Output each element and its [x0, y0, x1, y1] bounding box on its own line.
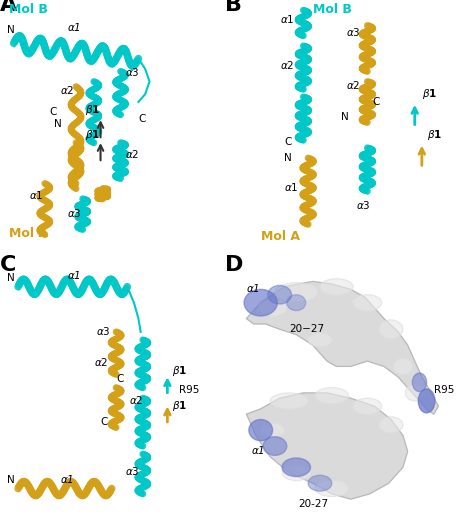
Text: $\alpha$1: $\alpha$1	[67, 21, 81, 32]
Ellipse shape	[268, 286, 292, 304]
Ellipse shape	[379, 320, 403, 339]
Text: $\alpha$1: $\alpha$1	[284, 181, 299, 193]
Text: $\beta$1: $\beta$1	[172, 399, 187, 413]
Ellipse shape	[353, 295, 382, 311]
Ellipse shape	[308, 475, 332, 491]
Text: C: C	[284, 138, 292, 147]
Ellipse shape	[249, 419, 273, 441]
Ellipse shape	[418, 389, 435, 413]
Text: $\alpha$2: $\alpha$2	[346, 79, 360, 91]
Text: $\alpha$2: $\alpha$2	[60, 84, 75, 96]
Text: $\alpha$3: $\alpha$3	[67, 207, 82, 219]
Ellipse shape	[412, 373, 427, 392]
Text: $\alpha$1: $\alpha$1	[60, 473, 74, 485]
Text: D: D	[225, 255, 244, 275]
Text: $\beta$1: $\beta$1	[172, 364, 187, 379]
Ellipse shape	[405, 385, 424, 401]
Text: N: N	[341, 112, 349, 122]
Ellipse shape	[308, 333, 332, 347]
Text: Mol B: Mol B	[313, 3, 352, 16]
Text: $\alpha$3: $\alpha$3	[125, 465, 140, 477]
Text: $\alpha$3: $\alpha$3	[125, 66, 140, 79]
Text: C: C	[0, 255, 17, 275]
Ellipse shape	[258, 300, 287, 316]
Ellipse shape	[275, 282, 318, 301]
Text: Mol A: Mol A	[9, 227, 48, 240]
Text: $\alpha$2: $\alpha$2	[280, 59, 294, 71]
Ellipse shape	[315, 481, 348, 496]
Ellipse shape	[270, 393, 308, 409]
Text: R95: R95	[434, 385, 454, 395]
Text: 20−27: 20−27	[289, 324, 324, 334]
Text: C: C	[116, 374, 124, 384]
Text: R95: R95	[179, 385, 199, 395]
Text: B: B	[225, 0, 242, 15]
Text: $\alpha$1: $\alpha$1	[251, 444, 265, 456]
Ellipse shape	[315, 388, 348, 404]
Ellipse shape	[244, 289, 277, 316]
Text: $\alpha$1: $\alpha$1	[246, 282, 260, 294]
Text: $\beta$1: $\beta$1	[427, 127, 442, 142]
Text: $\alpha$2: $\alpha$2	[125, 148, 139, 160]
Ellipse shape	[282, 465, 310, 481]
Text: Mol A: Mol A	[261, 229, 300, 243]
Text: $\alpha$2: $\alpha$2	[129, 393, 144, 406]
Ellipse shape	[282, 458, 310, 477]
Text: C: C	[100, 417, 108, 427]
Text: $\beta$1: $\beta$1	[85, 104, 100, 117]
Text: N: N	[7, 475, 15, 485]
Ellipse shape	[320, 279, 353, 295]
Text: N: N	[54, 119, 62, 130]
Ellipse shape	[393, 358, 412, 374]
Text: 20-27: 20-27	[299, 499, 329, 509]
Text: $\alpha$3: $\alpha$3	[356, 199, 370, 211]
Text: $\alpha$1: $\alpha$1	[67, 269, 81, 281]
Text: $\alpha$3: $\alpha$3	[96, 324, 110, 337]
Ellipse shape	[287, 295, 306, 311]
Text: N: N	[284, 152, 292, 162]
Text: $\beta$1: $\beta$1	[85, 127, 100, 142]
Text: $\alpha$1: $\alpha$1	[29, 189, 44, 201]
Ellipse shape	[261, 424, 284, 436]
Polygon shape	[246, 281, 438, 414]
Text: $\alpha$1: $\alpha$1	[280, 13, 294, 25]
Polygon shape	[246, 393, 408, 499]
Text: N: N	[7, 273, 15, 284]
Ellipse shape	[263, 436, 287, 456]
Text: $\alpha$3: $\alpha$3	[346, 25, 361, 38]
Text: A: A	[0, 0, 18, 15]
Text: $\beta$1: $\beta$1	[422, 87, 437, 101]
Text: C: C	[138, 114, 146, 124]
Text: C: C	[49, 107, 57, 117]
Text: C: C	[372, 97, 380, 107]
Text: $\alpha$2: $\alpha$2	[94, 356, 108, 369]
Ellipse shape	[353, 398, 382, 414]
Text: Mol B: Mol B	[9, 3, 48, 16]
Ellipse shape	[379, 417, 403, 433]
Text: N: N	[7, 25, 15, 35]
